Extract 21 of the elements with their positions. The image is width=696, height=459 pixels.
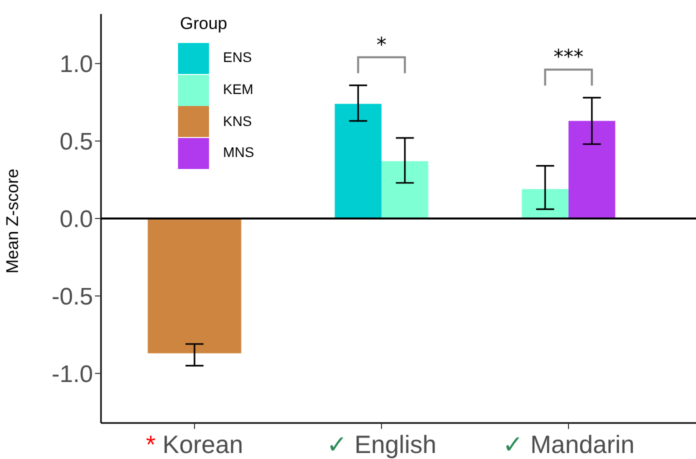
y-tick-label: 1.0 — [60, 51, 93, 78]
y-axis-title: Mean Z-score — [3, 168, 22, 274]
legend-label: ENS — [223, 49, 252, 65]
bar — [568, 120, 616, 218]
x-tick-label: ✓ Mandarin — [502, 431, 635, 459]
legend-label: MNS — [223, 144, 254, 160]
x-tick-label: ✓ English — [326, 431, 436, 459]
bar — [522, 189, 568, 218]
legend-label: KNS — [223, 112, 252, 129]
bar — [148, 218, 242, 354]
y-tick-label: -0.5 — [52, 283, 93, 310]
y-tick-label: -1.0 — [52, 360, 93, 388]
x-tick-label: * Korean — [146, 431, 244, 459]
bar — [334, 104, 382, 218]
bar — [382, 161, 428, 218]
annotation: * — [376, 32, 386, 56]
legend-title: Group — [180, 14, 228, 33]
legend-label: KEM — [223, 80, 254, 97]
annotation: *** — [554, 44, 584, 69]
y-tick-label: 0.0 — [60, 206, 93, 234]
y-tick-label: 0.5 — [60, 128, 93, 156]
